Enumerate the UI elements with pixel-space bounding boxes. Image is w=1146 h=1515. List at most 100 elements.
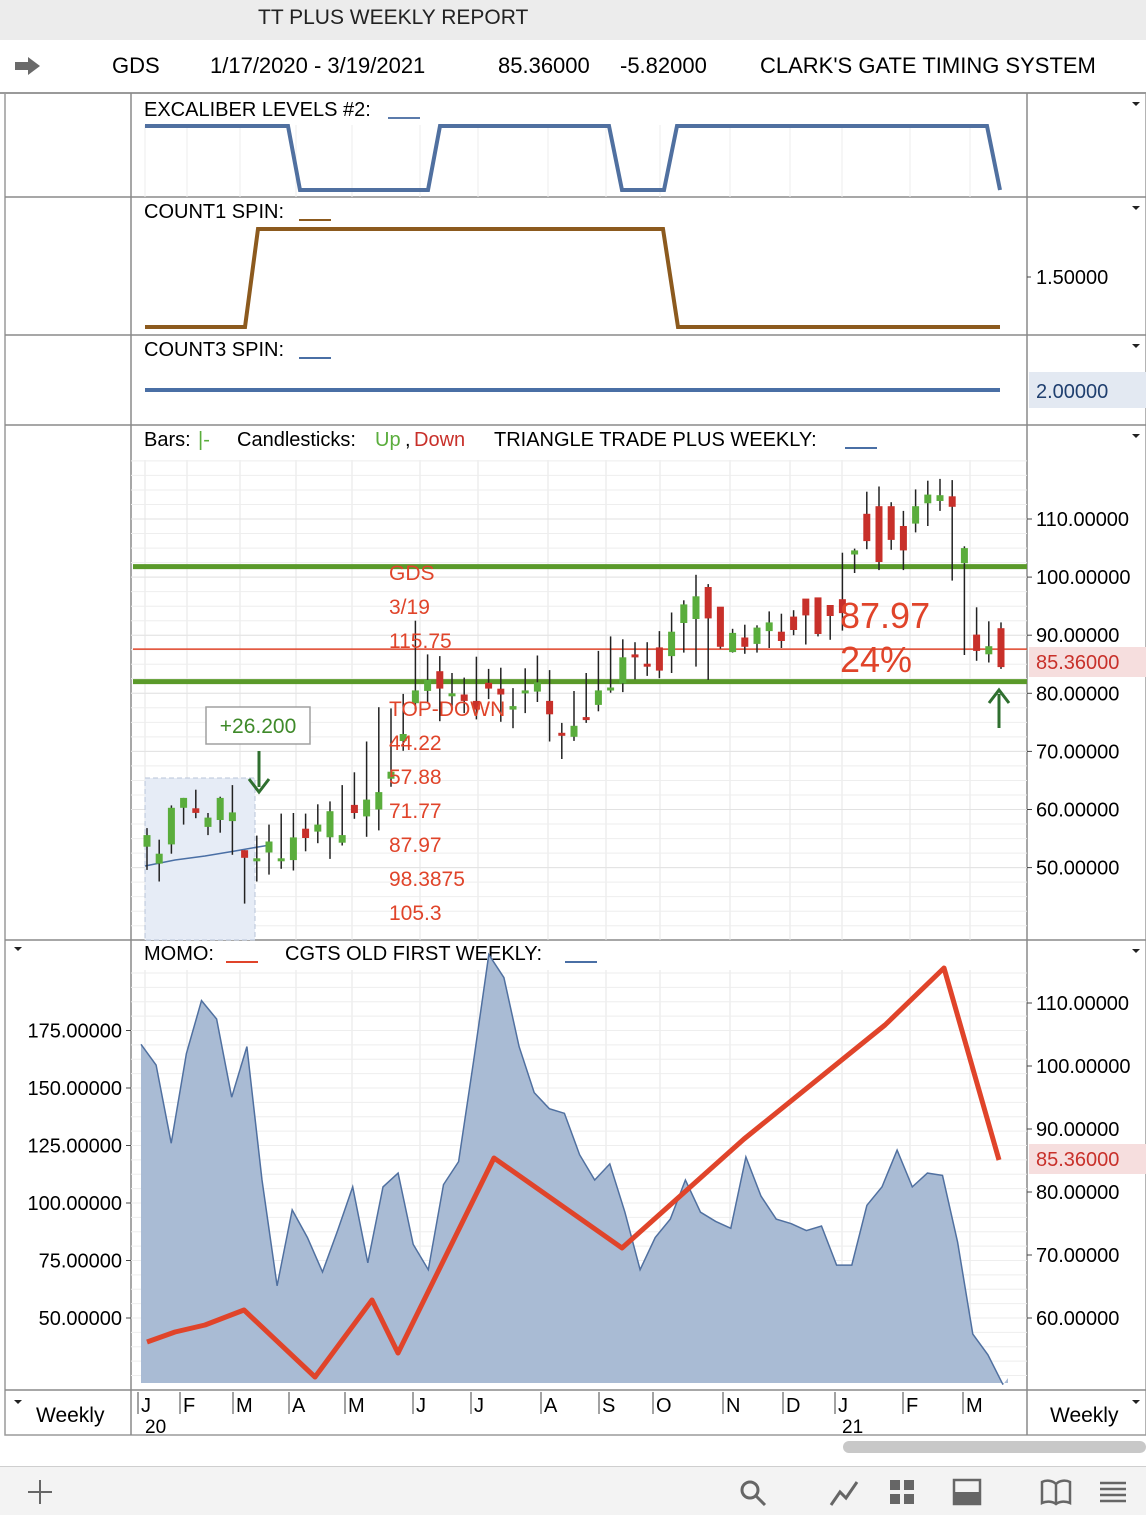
candle-body xyxy=(704,587,712,619)
topdown-level: 44.22 xyxy=(389,732,442,755)
candle-body xyxy=(826,605,834,616)
candle-body xyxy=(180,797,188,808)
candle-body xyxy=(521,690,529,694)
candle-body xyxy=(460,694,468,701)
timeframe-right[interactable]: Weekly xyxy=(1050,1404,1119,1427)
arrow-right-icon[interactable] xyxy=(12,55,44,77)
candle-body xyxy=(924,494,932,504)
candle-body xyxy=(899,526,907,551)
candle-body xyxy=(314,824,322,832)
count3-label: COUNT3 SPIN: xyxy=(144,339,284,361)
annotation-date: 3/19 xyxy=(389,596,430,619)
price-tick-label: 100.00000 xyxy=(1036,567,1131,589)
candle-body xyxy=(741,637,749,647)
big-percent-label: 24% xyxy=(840,639,912,680)
candle-body xyxy=(716,606,724,647)
grid-layout-icon[interactable] xyxy=(888,1478,916,1506)
price-tag xyxy=(1029,647,1146,677)
month-tick-label: M xyxy=(966,1395,983,1417)
excaliber-label: EXCALIBER LEVELS #2: xyxy=(144,99,371,121)
search-icon[interactable] xyxy=(738,1478,768,1508)
momo-area xyxy=(141,954,1008,1385)
price-tick-label: 70.00000 xyxy=(1036,741,1119,763)
system-name: CLARK'S GATE TIMING SYSTEM xyxy=(760,53,1096,78)
candles-legend-comma: , xyxy=(405,429,411,451)
add-icon[interactable] xyxy=(26,1478,54,1506)
bars-legend-label: Bars: xyxy=(144,429,191,451)
candle-body xyxy=(167,807,175,845)
topdown-level: 98.3875 xyxy=(389,868,465,891)
candle-body xyxy=(228,812,236,822)
cgts-indicator-label: CGTS OLD FIRST WEEKLY: xyxy=(285,943,542,965)
candle-body xyxy=(241,850,249,858)
pane-menu-icon xyxy=(14,947,22,951)
candle-body xyxy=(265,841,273,853)
axis-labels: J F M A M J J A S O N D J F M 20 21 50.00000 60.00000 70.00… xyxy=(27,276,1131,1438)
candle-body xyxy=(509,706,517,710)
horizontal-scrollbar-thumb[interactable] xyxy=(843,1441,1146,1453)
candle-body xyxy=(863,513,871,542)
timeframe-left[interactable]: Weekly xyxy=(36,1404,105,1427)
book-icon[interactable] xyxy=(1040,1478,1072,1506)
window-title: TT PLUS WEEKLY REPORT xyxy=(258,6,529,29)
timeframe-menu-icon xyxy=(1132,1400,1140,1404)
candle-body xyxy=(533,682,541,692)
cgts-tick-label: 110.00000 xyxy=(1036,993,1129,1015)
candle-body xyxy=(387,771,395,779)
moving-average-line xyxy=(144,844,271,867)
candle-body xyxy=(814,597,822,634)
candle-body xyxy=(302,828,310,838)
price-tick-label: 50.00000 xyxy=(1036,858,1119,880)
candle-body xyxy=(546,700,554,715)
candle-body xyxy=(997,628,1005,668)
candle-body xyxy=(765,622,773,632)
pane-menu-icon xyxy=(1132,949,1140,953)
candle-body xyxy=(558,732,566,736)
pane-menu-icon xyxy=(1132,102,1140,106)
candles-legend-label: Candlesticks: xyxy=(237,429,356,451)
candle-body xyxy=(289,837,297,861)
cgts-tick-label: 70.00000 xyxy=(1036,1245,1119,1267)
menu-icon[interactable] xyxy=(1098,1478,1128,1506)
momo-price-tag xyxy=(1029,1144,1146,1174)
candle-body xyxy=(655,647,663,671)
month-tick-label: A xyxy=(292,1395,306,1417)
candle-body xyxy=(424,679,432,691)
candle-body xyxy=(985,646,993,655)
topdown-title: TOP-DOWN xyxy=(389,698,505,721)
symbol-info-bar xyxy=(0,40,1146,94)
momo-price-tag-label: 85.36000 xyxy=(1036,1149,1119,1171)
month-tick-label: J xyxy=(474,1395,484,1417)
candle-body xyxy=(668,631,676,657)
panel-layout-icon[interactable] xyxy=(952,1478,982,1506)
month-tick-label: J xyxy=(838,1395,848,1417)
down-arrow-icon xyxy=(247,751,271,795)
topdown-level: 71.77 xyxy=(389,800,442,823)
candle-body xyxy=(399,734,407,741)
symbol-label[interactable]: GDS xyxy=(112,53,160,78)
momo-tick-label: 50.00000 xyxy=(39,1308,122,1330)
candle-body xyxy=(948,496,956,507)
pane-menu-icon xyxy=(1132,344,1140,348)
price-tick-label: 60.00000 xyxy=(1036,800,1119,822)
momo-tick-label: 75.00000 xyxy=(39,1251,122,1273)
count1-axis-label: 1.50000 xyxy=(1036,267,1108,289)
momo-tick-label: 100.00000 xyxy=(27,1193,122,1215)
month-tick-label: O xyxy=(656,1395,672,1417)
candle-body xyxy=(204,817,212,827)
candle-body xyxy=(887,506,895,540)
price-tick-label: 80.00000 xyxy=(1036,683,1119,705)
candle-body xyxy=(216,797,224,820)
candle-body xyxy=(619,657,627,684)
month-tick-label: S xyxy=(602,1395,615,1417)
month-tick-label: M xyxy=(348,1395,365,1417)
candle-body xyxy=(790,616,798,630)
annotation-high: 115.75 xyxy=(389,630,452,653)
candle-body xyxy=(436,671,444,689)
candle-body xyxy=(472,700,480,710)
line-chart-icon[interactable] xyxy=(828,1478,860,1508)
momo-tick-label: 125.00000 xyxy=(27,1136,122,1158)
month-tick-label: J xyxy=(141,1395,151,1417)
candle-body xyxy=(753,627,761,644)
topdown-level: 87.97 xyxy=(389,834,442,857)
